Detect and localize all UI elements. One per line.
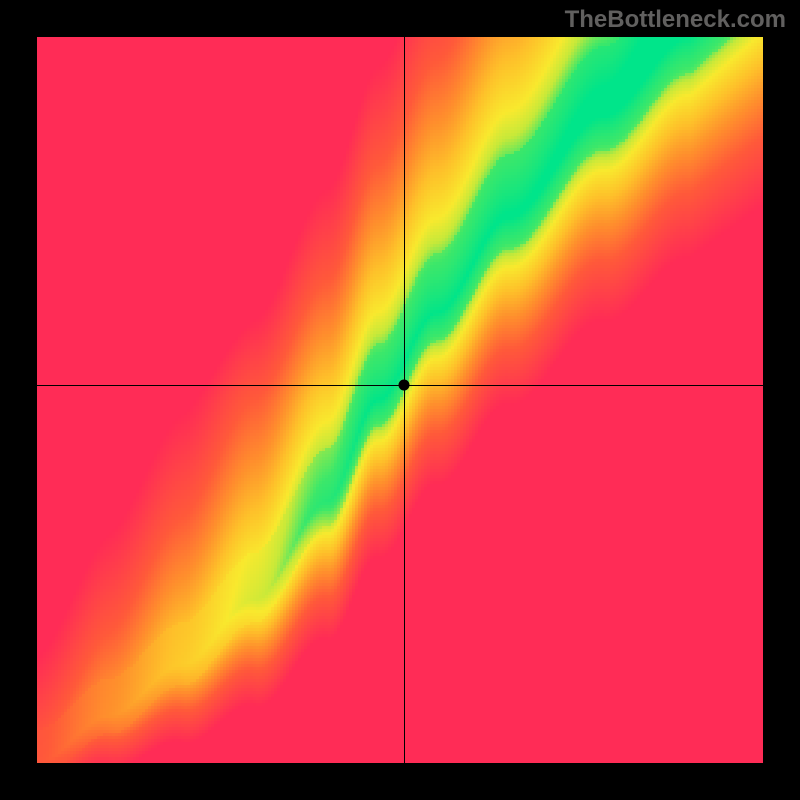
heatmap-canvas [37,37,763,763]
crosshair-point [398,380,409,391]
heatmap-plot [37,37,763,763]
crosshair-vertical [404,37,405,763]
chart-container: TheBottleneck.com [0,0,800,800]
watermark-text: TheBottleneck.com [565,6,786,34]
